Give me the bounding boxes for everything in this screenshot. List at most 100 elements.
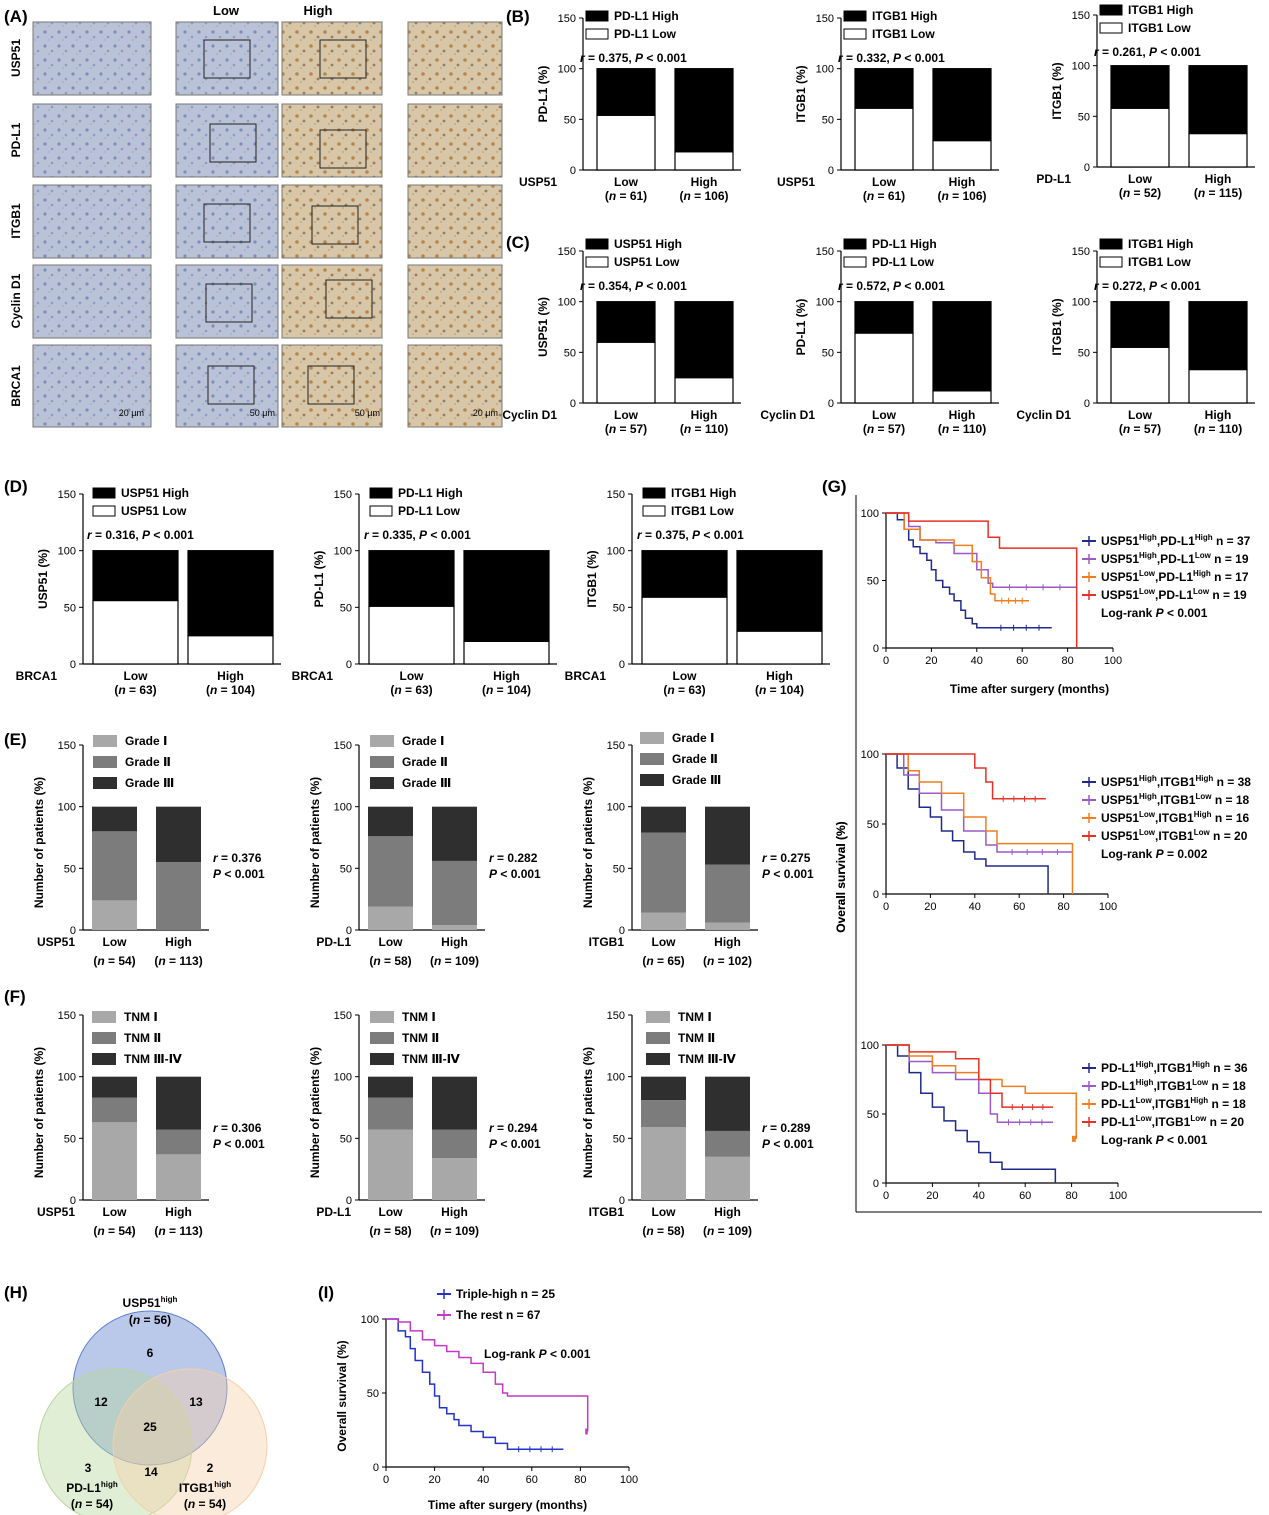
ihc-zoom-box — [209, 123, 257, 163]
legend-label: USP51Low,ITGB1Low n = 20 — [1101, 828, 1248, 843]
y-tick-label: 100 — [607, 546, 625, 558]
bar-segment — [432, 1076, 477, 1130]
x-tick-label: 60 — [1016, 655, 1028, 667]
bar-segment — [705, 1076, 750, 1131]
stat-r: r = 0.294 — [489, 1121, 538, 1135]
n-label: (n = 63) — [114, 683, 156, 697]
group-label: Cyclin D1 — [760, 408, 815, 422]
bar-segment — [432, 1129, 477, 1159]
logrank-label: Log-rank P < 0.001 — [1101, 606, 1208, 620]
y-tick-label: 100 — [334, 546, 352, 558]
ihc-image-high — [281, 184, 383, 259]
y-tick-label: 0 — [619, 659, 625, 671]
ihc-zoom-box — [319, 39, 367, 79]
y-tick-label: 150 — [334, 489, 352, 501]
x-tick-label: 40 — [969, 901, 981, 913]
legend-swatch-high — [585, 238, 609, 250]
ihc-zoom-box — [203, 39, 251, 79]
bar-segment — [432, 860, 477, 926]
ihc-image-low — [175, 103, 279, 178]
km-chart-g1: 0 50 100 0 20 40 60 80 100 USP51High,PD-L1High n … — [834, 508, 1251, 933]
x-tick-label: Low — [614, 175, 639, 189]
x-tick-label: 100 — [620, 1474, 638, 1486]
legend-label: Grade Ⅰ — [125, 734, 167, 748]
y-tick-label: 0 — [619, 1195, 625, 1207]
legend-swatch-low — [843, 28, 867, 40]
y-tick-label: 100 — [1072, 297, 1090, 309]
venn-region-count: 6 — [147, 1346, 154, 1360]
y-axis-label: Number of patients (%) — [308, 777, 322, 908]
bar-high-segment — [187, 550, 274, 637]
bar-low-segment — [596, 114, 656, 171]
n-label: (n = 113) — [154, 954, 202, 968]
stat-annotation: r = 0.332, P < 0.001 — [838, 51, 945, 65]
legend-label: TNM Ⅲ-Ⅳ — [402, 1052, 461, 1066]
y-tick-label: 0 — [373, 1462, 379, 1474]
ihc-zoom-box — [319, 129, 367, 169]
stat-annotation: r = 0.375, P < 0.001 — [580, 51, 687, 65]
scale-bar-label: 20 μm — [119, 408, 144, 418]
ihc-image-low-zoom — [32, 21, 152, 96]
x-tick-label: 0 — [883, 1190, 889, 1202]
n-label: (n = 110) — [938, 422, 986, 436]
bar-low-segment — [1110, 107, 1170, 168]
ihc-zoom-box — [203, 203, 251, 243]
legend-label: Grade Ⅰ — [402, 734, 444, 748]
km-chart-i: 0 50 100 0 20 40 60 80 100 Triple-high n = 25 The … — [335, 1287, 638, 1512]
x-tick-label: High — [441, 1205, 468, 1219]
x-tick-label: 20 — [428, 1474, 440, 1486]
y-tick-label: 100 — [558, 297, 576, 309]
bar-segment — [368, 1129, 413, 1200]
x-tick-label: 100 — [1099, 901, 1117, 913]
y-tick-label: 150 — [1072, 10, 1090, 22]
bar-low-segment — [641, 596, 728, 665]
ihc-image-high-zoom — [407, 184, 503, 259]
x-tick-label: High — [1205, 408, 1232, 422]
bar-high-segment — [641, 550, 728, 598]
ihc-image-low — [175, 264, 279, 339]
stacked-chart-e3: 0 50 100 150 Number of patients (%) Low (n = 6… — [581, 731, 814, 968]
bar-high-segment — [1188, 301, 1248, 371]
x-tick-label: High — [691, 175, 718, 189]
bar-chart-c3: 0 50 100 150 ITGB1 (%) Low(n = 57) High(n = 11… — [1016, 237, 1255, 436]
y-tick-label: 50 — [867, 819, 879, 831]
y-axis-label: Number of patients (%) — [581, 777, 595, 908]
panel-label-e: (E) — [4, 730, 27, 749]
y-axis-label: Number of patients (%) — [32, 777, 46, 908]
ihc-row-label: PD-L1 — [9, 122, 23, 157]
y-tick-label: 150 — [58, 740, 76, 752]
n-label: (n = 54) — [71, 1497, 113, 1511]
legend-label: Grade Ⅲ — [402, 776, 451, 790]
legend-label: USP51 High — [614, 237, 682, 251]
x-tick-label: 80 — [1061, 655, 1073, 667]
legend-label: Grade Ⅲ — [125, 776, 174, 790]
n-label: (n = 65) — [642, 954, 684, 968]
y-tick-label: 0 — [570, 165, 576, 177]
y-tick-label: 50 — [64, 863, 76, 875]
stat-r: r = 0.282 — [489, 851, 538, 865]
legend-label: TNM Ⅲ-Ⅳ — [678, 1052, 737, 1066]
legend-label: TNM Ⅰ — [402, 1010, 436, 1024]
legend-swatch-high — [1099, 238, 1123, 250]
x-tick-label: Low — [872, 175, 897, 189]
scale-bar-label: 50 μm — [250, 408, 275, 418]
y-tick-label: 100 — [861, 1040, 879, 1052]
x-tick-label: Low — [379, 935, 404, 949]
legend-label: ITGB1 High — [1128, 237, 1193, 251]
logrank-label: Log-rank P < 0.001 — [484, 1347, 591, 1361]
legend-label: TNM Ⅱ — [678, 1031, 715, 1045]
ihc-image-high — [281, 103, 383, 178]
x-tick-label: High — [493, 669, 520, 683]
survival-curve — [886, 1044, 1057, 1183]
ihc-image-high — [281, 344, 383, 428]
scale-bar-label: 50 μm — [355, 408, 380, 418]
legend-label: USP51High,PD-L1Low n = 19 — [1101, 551, 1249, 566]
y-tick-label: 100 — [816, 64, 834, 76]
y-axis-label: Overall survival (%) — [335, 1340, 349, 1451]
bar-high-segment — [854, 301, 914, 334]
group-label: USP51 — [37, 1205, 75, 1219]
y-tick-label: 100 — [861, 749, 879, 761]
x-tick-label: Low — [1128, 172, 1153, 186]
group-label: BRCA1 — [16, 669, 58, 683]
